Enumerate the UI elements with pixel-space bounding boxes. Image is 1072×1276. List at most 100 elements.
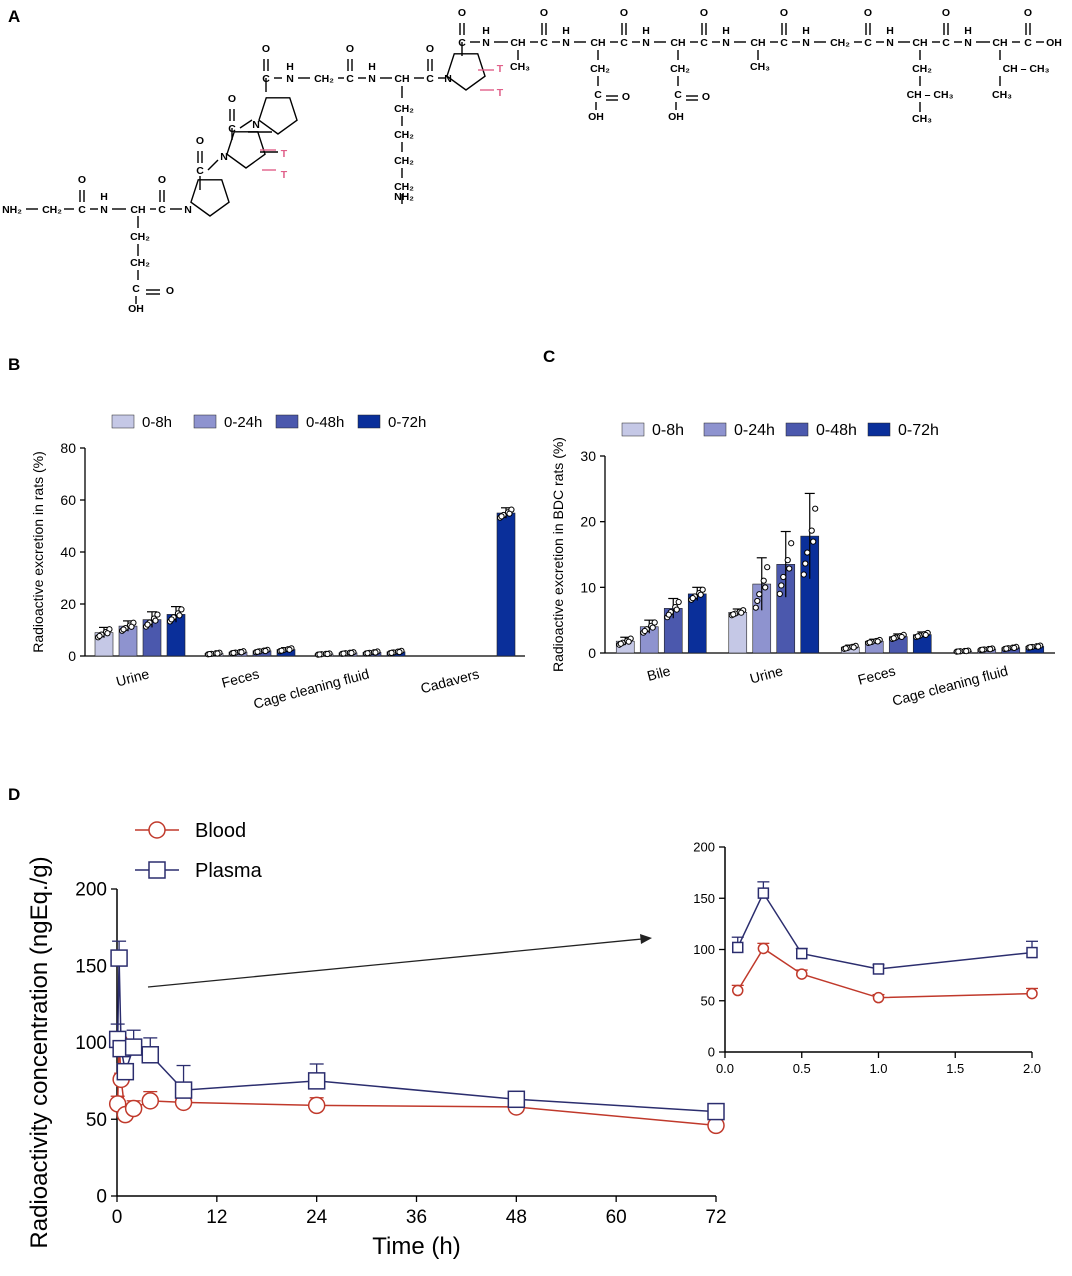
- atom-label: O: [864, 7, 872, 19]
- data-point: [152, 617, 159, 624]
- atom-label: N: [642, 37, 650, 49]
- atom-label: O: [942, 7, 950, 19]
- x-tick-label: 36: [406, 1207, 427, 1228]
- panel-label-d: D: [8, 785, 20, 804]
- x-tick-label: Urine: [748, 662, 785, 686]
- atom-label: O: [1024, 7, 1032, 19]
- data-point: [1026, 987, 1038, 1000]
- data-point: [665, 611, 672, 618]
- atom-label: CH₂: [42, 204, 62, 216]
- data-point: [780, 573, 787, 581]
- data-point: [675, 598, 682, 606]
- series-line: [737, 947, 1033, 999]
- data-point: [278, 647, 285, 654]
- data-point: [506, 510, 513, 517]
- data-point: [307, 1072, 326, 1090]
- atom-label: N: [184, 204, 192, 216]
- y-tick-label: 0: [68, 648, 76, 664]
- y-axis-label: Radioactivity concentration (ngEq./g): [26, 856, 53, 1248]
- data-point: [262, 647, 269, 655]
- atom-label: C: [942, 37, 950, 49]
- atom-label: N: [722, 37, 730, 49]
- data-point: [796, 947, 808, 960]
- atom-label: T: [497, 87, 504, 99]
- y-tick-label: 150: [75, 956, 107, 977]
- atom-label: C: [132, 283, 140, 295]
- legend-swatch: [785, 422, 809, 437]
- atom-label: CH: [992, 37, 1007, 49]
- data-point: [874, 638, 881, 645]
- atom-label: H: [964, 25, 972, 37]
- data-point: [788, 540, 795, 547]
- data-point: [174, 1081, 193, 1099]
- data-point: [784, 557, 791, 564]
- x-tick-label: 24: [306, 1207, 328, 1228]
- atom-label: H: [368, 61, 376, 73]
- y-tick-label: 0: [588, 645, 596, 661]
- atom-label: C: [458, 37, 466, 49]
- legend-marker: [148, 821, 166, 839]
- bar: [728, 611, 748, 654]
- atom-label: O: [458, 7, 466, 19]
- data-point: [866, 639, 873, 646]
- data-point: [154, 611, 161, 618]
- atom-label: CH₂: [394, 181, 414, 193]
- x-tick-label: 60: [606, 1207, 627, 1228]
- y-tick-label: 50: [701, 993, 715, 1008]
- y-tick-label: 200: [75, 880, 107, 901]
- data-point: [649, 624, 656, 631]
- atom-label: C: [346, 73, 354, 85]
- data-point: [872, 991, 885, 1004]
- data-point: [731, 984, 744, 997]
- series-line: [737, 891, 1033, 970]
- data-point: [754, 597, 761, 605]
- data-point: [1011, 644, 1018, 652]
- x-tick-label: 0.5: [793, 1061, 811, 1076]
- data-point: [786, 565, 793, 572]
- data-point: [963, 648, 970, 655]
- atom-label: T: [281, 148, 288, 160]
- atom-label: OH: [128, 303, 144, 315]
- data-point: [116, 1062, 135, 1081]
- atom-label: O: [620, 7, 628, 19]
- chart-b: 0 20 40 60 80 Radioactive excretion in rats (…: [30, 414, 525, 712]
- atom-label: H: [886, 25, 894, 37]
- atom-label: NH₂: [394, 191, 414, 203]
- y-axis-label: Radioactive excretion in BDC rats (%): [550, 437, 566, 672]
- data-point: [796, 968, 808, 980]
- atom-label: H: [722, 25, 730, 37]
- atom-label: C: [594, 89, 602, 101]
- legend-label: Plasma: [195, 860, 263, 882]
- pyrrolidine-ring: [190, 179, 230, 217]
- x-tick-label: Cadavers: [419, 665, 481, 696]
- data-point: [641, 627, 648, 635]
- legend-label: 0-8h: [142, 414, 172, 431]
- legend-swatch: [111, 414, 135, 429]
- data-point: [651, 619, 658, 626]
- data-point: [238, 649, 245, 656]
- atom-label: N: [100, 204, 108, 216]
- atom-label: CH₂: [130, 257, 150, 269]
- bond: [239, 119, 253, 129]
- data-point: [625, 638, 632, 645]
- data-point: [144, 621, 151, 628]
- data-point: [110, 949, 128, 967]
- data-point: [776, 590, 783, 598]
- legend-label: 0-48h: [816, 422, 857, 439]
- data-point: [955, 648, 962, 655]
- y-tick-label: 200: [693, 840, 715, 855]
- atom-label: C: [426, 73, 434, 85]
- y-tick-label: 60: [60, 492, 76, 508]
- data-point: [120, 626, 127, 633]
- chart-c: 0 10 20 30 Radioactive excretion in BDC rats…: [550, 422, 1055, 709]
- data-point: [307, 1096, 326, 1115]
- atom-label: C: [228, 123, 236, 135]
- atom-label: N: [482, 37, 490, 49]
- data-point: [96, 632, 103, 640]
- atom-label: CH₂: [670, 63, 690, 75]
- data-point: [316, 651, 323, 658]
- atom-label: N: [964, 37, 972, 49]
- atom-label: O: [622, 91, 630, 103]
- atom-label: OH: [668, 111, 684, 123]
